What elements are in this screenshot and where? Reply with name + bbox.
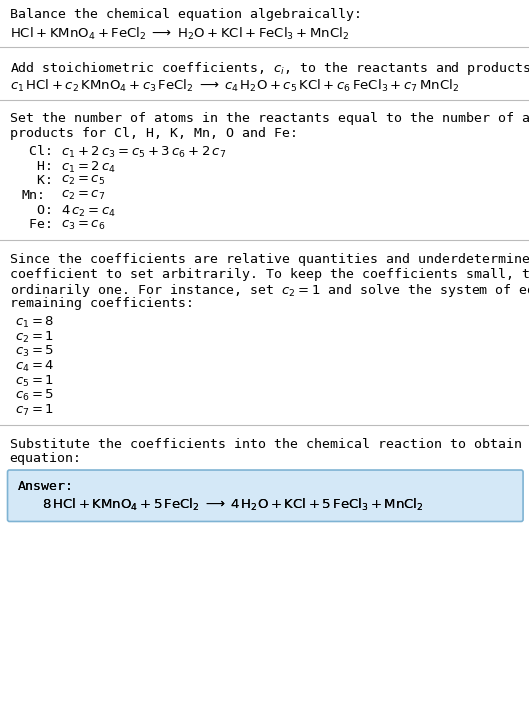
Text: Answer:: Answer: xyxy=(17,480,74,493)
Text: $c_3 = 5$: $c_3 = 5$ xyxy=(14,344,54,359)
Text: $c_5 = 1$: $c_5 = 1$ xyxy=(14,374,53,389)
Text: ordinarily one. For instance, set $c_2 = 1$ and solve the system of equations fo: ordinarily one. For instance, set $c_2 =… xyxy=(10,282,529,300)
Text: $\mathrm{HCl + KMnO_4 + FeCl_2 \;\longrightarrow\; H_2O + KCl + FeCl_3 + MnCl_2}: $\mathrm{HCl + KMnO_4 + FeCl_2 \;\longri… xyxy=(10,25,349,42)
Text: Set the number of atoms in the reactants equal to the number of atoms in the: Set the number of atoms in the reactants… xyxy=(10,113,529,125)
Text: $c_7 = 1$: $c_7 = 1$ xyxy=(14,403,53,418)
Text: remaining coefficients:: remaining coefficients: xyxy=(10,297,194,310)
Text: $c_1 = 2\,c_4$: $c_1 = 2\,c_4$ xyxy=(61,159,116,174)
Text: Cl:: Cl: xyxy=(21,145,53,158)
Text: K:: K: xyxy=(21,174,53,188)
Text: $c_2 = c_7$: $c_2 = c_7$ xyxy=(61,189,105,202)
Text: products for Cl, H, K, Mn, O and Fe:: products for Cl, H, K, Mn, O and Fe: xyxy=(10,127,297,140)
Text: equation:: equation: xyxy=(10,452,81,465)
Text: Answer:: Answer: xyxy=(17,480,74,493)
Text: $c_2 = 1$: $c_2 = 1$ xyxy=(14,329,53,345)
Text: Mn:: Mn: xyxy=(21,189,45,202)
Text: $4\,c_2 = c_4$: $4\,c_2 = c_4$ xyxy=(61,204,116,219)
Text: $c_3 = c_6$: $c_3 = c_6$ xyxy=(61,218,105,231)
Text: O:: O: xyxy=(21,204,53,217)
Text: $c_6 = 5$: $c_6 = 5$ xyxy=(14,388,54,403)
Text: Add stoichiometric coefficients, $c_i$, to the reactants and products:: Add stoichiometric coefficients, $c_i$, … xyxy=(10,60,529,77)
Text: coefficient to set arbitrarily. To keep the coefficients small, the arbitrary va: coefficient to set arbitrarily. To keep … xyxy=(10,268,529,281)
Text: $c_2 = c_5$: $c_2 = c_5$ xyxy=(61,174,105,188)
Text: $c_1\,\mathrm{HCl} + c_2\,\mathrm{KMnO_4} + c_3\,\mathrm{FeCl_2} \;\longrightarr: $c_1\,\mathrm{HCl} + c_2\,\mathrm{KMnO_4… xyxy=(10,78,459,94)
Text: H:: H: xyxy=(21,159,53,172)
Text: $8\,\mathrm{HCl} + \mathrm{KMnO_4} + 5\,\mathrm{FeCl_2} \;\longrightarrow\; 4\,\: $8\,\mathrm{HCl} + \mathrm{KMnO_4} + 5\,… xyxy=(41,497,423,513)
FancyBboxPatch shape xyxy=(7,470,523,521)
Text: $c_1 = 8$: $c_1 = 8$ xyxy=(14,315,54,330)
Text: $c_1 + 2\,c_3 = c_5 + 3\,c_6 + 2\,c_7$: $c_1 + 2\,c_3 = c_5 + 3\,c_6 + 2\,c_7$ xyxy=(61,145,226,160)
Text: Substitute the coefficients into the chemical reaction to obtain the balanced: Substitute the coefficients into the che… xyxy=(10,438,529,451)
Text: Fe:: Fe: xyxy=(21,218,53,231)
Text: Since the coefficients are relative quantities and underdetermined, choose a: Since the coefficients are relative quan… xyxy=(10,253,529,266)
Text: Balance the chemical equation algebraically:: Balance the chemical equation algebraica… xyxy=(10,8,361,21)
Text: $c_4 = 4$: $c_4 = 4$ xyxy=(14,359,54,374)
Text: $8\,\mathrm{HCl} + \mathrm{KMnO_4} + 5\,\mathrm{FeCl_2} \;\longrightarrow\; 4\,\: $8\,\mathrm{HCl} + \mathrm{KMnO_4} + 5\,… xyxy=(41,497,423,513)
